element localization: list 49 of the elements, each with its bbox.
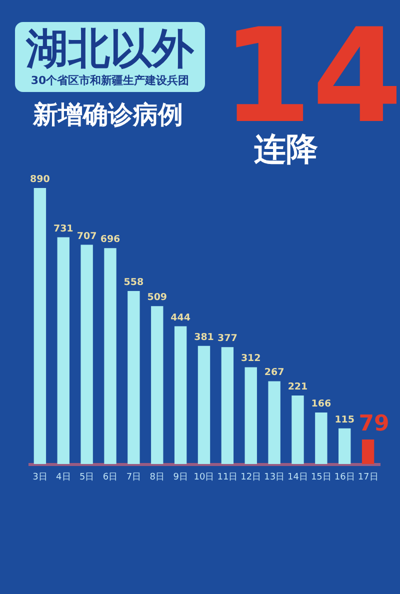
data-label: 696	[100, 234, 121, 246]
data-label: 381	[194, 332, 214, 343]
x-tick-label: 10日	[194, 472, 214, 482]
text: 新增确诊病例	[32, 100, 183, 129]
x-tick-label: 3日	[32, 472, 48, 482]
bar	[221, 347, 234, 464]
x-tick-label: 9日	[173, 472, 188, 482]
data-label: 890	[30, 174, 50, 185]
bar	[128, 290, 140, 464]
bar	[315, 412, 328, 464]
x-tick-label: 4日	[56, 472, 71, 482]
chart-subtitle: 30个省区市和新疆生产建设兵团	[30, 74, 190, 87]
x-tick-label: 16日	[334, 472, 355, 482]
data-label: 509	[147, 292, 168, 304]
data-label: 731	[53, 223, 74, 234]
bar	[292, 395, 304, 464]
x-tick-label: 6日	[102, 472, 118, 482]
bar	[151, 306, 164, 464]
x-tick-label: 5日	[79, 472, 94, 482]
bar	[338, 428, 351, 464]
bar	[268, 381, 280, 464]
data-label: 444	[170, 312, 191, 324]
x-tick-label: 15日	[310, 472, 332, 482]
x-tick-label: 14日	[288, 472, 308, 482]
x-tick-label: 7日	[126, 472, 142, 482]
chart-title: 湖北以外	[25, 24, 195, 73]
x-tick-label: 13日	[264, 472, 285, 482]
bar	[198, 346, 210, 464]
x-tick-label: 8日	[150, 472, 164, 482]
bar	[362, 440, 374, 464]
bar	[174, 326, 187, 464]
x-tick-label: 12日	[240, 472, 262, 482]
x-tick-label: 11日	[217, 472, 238, 482]
data-label: 312	[240, 353, 261, 364]
data-label: 558	[124, 276, 144, 288]
bar	[104, 248, 116, 464]
data-label: 115	[334, 414, 355, 426]
data-label: 166	[311, 398, 332, 410]
bar	[34, 188, 46, 464]
bar	[244, 367, 257, 464]
bar	[57, 237, 70, 464]
data-label: 377	[218, 333, 238, 344]
data-label: 79	[358, 412, 390, 436]
x-tick-label: 17日	[358, 472, 378, 482]
bar	[80, 244, 93, 464]
data-label: 707	[76, 230, 97, 242]
text: 连降	[254, 130, 318, 168]
data-label: 221	[288, 381, 308, 392]
data-label: 267	[264, 367, 284, 378]
